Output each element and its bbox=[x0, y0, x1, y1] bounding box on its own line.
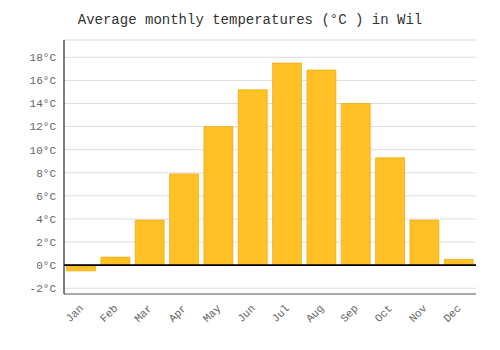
svg-text:Jun: Jun bbox=[235, 302, 257, 324]
svg-text:4°C: 4°C bbox=[36, 214, 56, 226]
svg-text:-2°C: -2°C bbox=[30, 283, 57, 295]
svg-text:Mar: Mar bbox=[132, 302, 154, 324]
svg-text:18°C: 18°C bbox=[30, 52, 57, 64]
html-text:Average monthly temperatures (: Average monthly temperatures (°C ) in Wi… bbox=[77, 12, 423, 28]
svg-text:May: May bbox=[201, 302, 224, 325]
svg-text:10°C: 10°C bbox=[30, 145, 57, 157]
svg-text:Sep: Sep bbox=[338, 302, 360, 324]
svg-text:Jul: Jul bbox=[270, 302, 292, 324]
svg-text:0°C: 0°C bbox=[36, 260, 56, 272]
svg-text:Dec: Dec bbox=[441, 302, 463, 324]
svg-text:Oct: Oct bbox=[373, 302, 395, 324]
svg-text:8°C: 8°C bbox=[36, 168, 56, 180]
svg-text:16°C: 16°C bbox=[30, 75, 57, 87]
svg-text:Aug: Aug bbox=[304, 302, 326, 324]
svg-text:Apr: Apr bbox=[167, 302, 189, 324]
svg-text:Feb: Feb bbox=[98, 302, 120, 324]
svg-text:2°C: 2°C bbox=[36, 237, 56, 249]
svg-text:6°C: 6°C bbox=[36, 191, 56, 203]
svg-text:Jan: Jan bbox=[64, 302, 86, 324]
svg-text:12°C: 12°C bbox=[30, 121, 57, 133]
svg-text:Nov: Nov bbox=[407, 302, 430, 325]
svg-text:14°C: 14°C bbox=[30, 98, 57, 110]
